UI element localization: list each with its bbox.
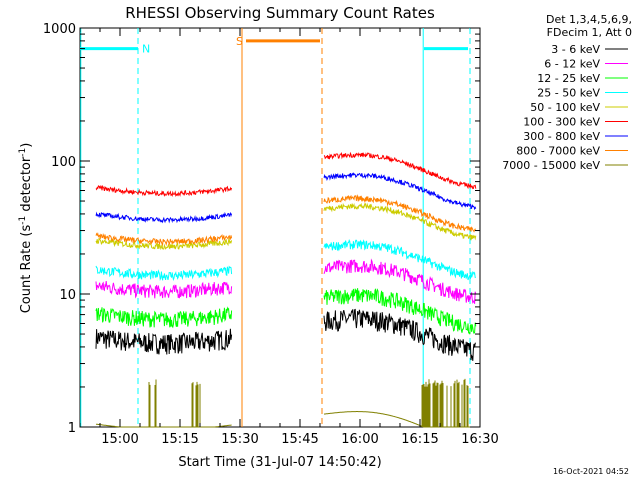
legend-label-6: 300 - 800 keV — [523, 130, 600, 143]
legend-label-5: 100 - 300 keV — [523, 116, 600, 129]
date-stamp: 16-Oct-2021 04:52 — [553, 467, 629, 476]
legend-label-7: 800 - 7000 keV — [516, 145, 600, 158]
legend-header-line-2: FDecim 1, Att 0 — [546, 26, 632, 39]
y-label-sup2: -1 — [18, 148, 28, 157]
x-tick-label-1: 15:15 — [161, 432, 198, 447]
chart-title: RHESSI Observing Summary Count Rates — [125, 4, 435, 22]
x-tick-label-4: 16:00 — [341, 432, 378, 447]
y-tick-label-2: 100 — [51, 155, 76, 170]
series-line-0-1 — [323, 308, 476, 361]
series-line-1-0 — [95, 281, 233, 299]
flag-label-1: S — [236, 35, 243, 48]
y-label-sup1: -1 — [18, 216, 28, 225]
legend-header: Det 1,3,4,5,6,9, FDecim 1, Att 0 — [546, 13, 632, 39]
x-tick-label-2: 15:30 — [221, 432, 258, 447]
series-line-5-0 — [95, 184, 233, 197]
series-line-4-0 — [95, 237, 233, 251]
flag-bars: NS — [80, 35, 468, 56]
y-label-main: Count Rate (s — [19, 225, 34, 314]
x-axis: 15:00 15:15 15:30 15:45 16:00 16:15 16:30 — [79, 28, 499, 447]
y-tick-label-0: 1 — [68, 421, 76, 436]
series-line-7-0 — [95, 232, 233, 247]
x-axis-label: Start Time (31-Jul-07 14:50:42) — [178, 455, 381, 470]
legend-label-4: 50 - 100 keV — [530, 101, 600, 114]
plot-frame — [79, 27, 481, 428]
x-tick-label-5: 16:15 — [401, 432, 438, 447]
series-line-4-1 — [323, 202, 477, 241]
y-axis: 1 10 100 1000 — [43, 22, 480, 436]
series-line-8-0 — [95, 423, 232, 428]
y-tick-label-1: 10 — [59, 288, 76, 303]
series-line-0-0 — [95, 328, 233, 355]
y-label-end: ) — [19, 143, 34, 148]
legend-label-1: 6 - 12 keV — [544, 58, 600, 71]
x-tick-label-3: 15:45 — [281, 432, 318, 447]
series-lines — [95, 151, 477, 428]
series-line-3-0 — [95, 265, 233, 282]
series-line-2-0 — [95, 306, 233, 329]
series-line-2-1 — [323, 288, 477, 335]
series-line-6-0 — [95, 211, 233, 224]
x-tick-label-6: 16:30 — [461, 432, 498, 447]
y-tick-label-3: 1000 — [43, 22, 76, 37]
series-line-7-1 — [323, 194, 476, 233]
legend-label-3: 25 - 50 keV — [537, 87, 600, 100]
y-label-mid: detector — [19, 156, 34, 216]
y-axis-label: Count Rate (s-1 detector-1) — [18, 143, 34, 314]
legend-label-8: 7000 - 15000 keV — [502, 159, 600, 172]
series-line-6-1 — [323, 172, 477, 211]
time-markers — [80, 28, 471, 427]
series-line-5-1 — [323, 151, 477, 190]
series-line-3-1 — [323, 239, 476, 281]
x-tick-label-0: 15:00 — [101, 432, 138, 447]
legend-header-line-1: Det 1,3,4,5,6,9, — [545, 13, 632, 26]
flag-label-0: N — [142, 43, 150, 56]
legend-label-2: 12 - 25 keV — [537, 72, 600, 85]
legend-label-0: 3 - 6 keV — [551, 43, 600, 56]
series-line-1-1 — [323, 258, 477, 304]
